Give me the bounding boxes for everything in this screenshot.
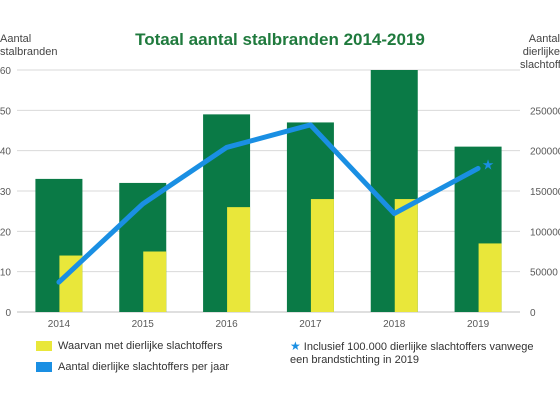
grid-lines: [17, 69, 520, 313]
star-icon: ★: [290, 339, 301, 353]
x-tick-label: 2014: [48, 319, 71, 330]
x-tick-label: 2018: [383, 319, 406, 330]
legend-swatch-yellow: [36, 341, 52, 352]
bar-victims: [59, 255, 83, 312]
bar-victims: [143, 251, 167, 312]
y-left-tick-label: 0: [5, 308, 11, 319]
annotation-star: ★: [482, 157, 495, 173]
bar-victims: [394, 199, 418, 312]
y-left-tick-label: 10: [0, 268, 11, 279]
tick-labels: 0 10 20 30 40 50 60 0 50000 100000 150000 200000 250…: [0, 66, 560, 330]
legend-item-victims-bar: Waarvan met dierlijke slachtoffers: [36, 340, 222, 353]
y-right-tick-label: 50000: [530, 268, 558, 279]
y-axis-left-label: Aantal stalbranden: [0, 33, 58, 58]
y-axis-right-label: Aantal dierlijke slachtoffers: [520, 33, 560, 71]
line-victims-per-year: [56, 122, 481, 285]
legend-label-victims-bar: Waarvan met dierlijke slachtoffers: [58, 340, 223, 352]
legend-label-line: Aantal dierlijke slachtoffers per jaar: [58, 361, 229, 373]
legend-swatch-blue: [36, 362, 52, 373]
y-right-tick-label: 200000: [530, 147, 560, 158]
legend-item-line: Aantal dierlijke slachtoffers per jaar: [36, 361, 229, 374]
y-right-tick-label: 250000: [530, 106, 560, 117]
y-left-tick-label: 30: [0, 187, 11, 198]
x-tick-label: 2019: [467, 319, 490, 330]
line-series: ★: [56, 122, 495, 285]
y-left-tick-label: 60: [0, 66, 11, 77]
x-tick-label: 2015: [132, 319, 155, 330]
annotation-text: Inclusief 100.000 dierlijke slachtoffers…: [290, 341, 534, 366]
legend-item-annotation: ★ Inclusief 100.000 dierlijke slachtoffer…: [290, 340, 540, 367]
y-right-tick-label: 0: [530, 308, 536, 319]
x-tick-label: 2016: [215, 319, 238, 330]
chart-title: Totaal aantal stalbranden 2014-2019: [135, 30, 425, 49]
y-left-tick-label: 40: [0, 147, 11, 158]
y-left-tick-label: 50: [0, 106, 11, 117]
bar-victims: [227, 207, 251, 312]
y-right-tick-label: 100000: [530, 227, 560, 238]
y-left-tick-label: 20: [0, 227, 11, 238]
x-tick-label: 2017: [299, 319, 322, 330]
y-right-tick-label: 150000: [530, 187, 560, 198]
bar-victims: [478, 243, 502, 312]
bar-victims: [310, 199, 334, 312]
